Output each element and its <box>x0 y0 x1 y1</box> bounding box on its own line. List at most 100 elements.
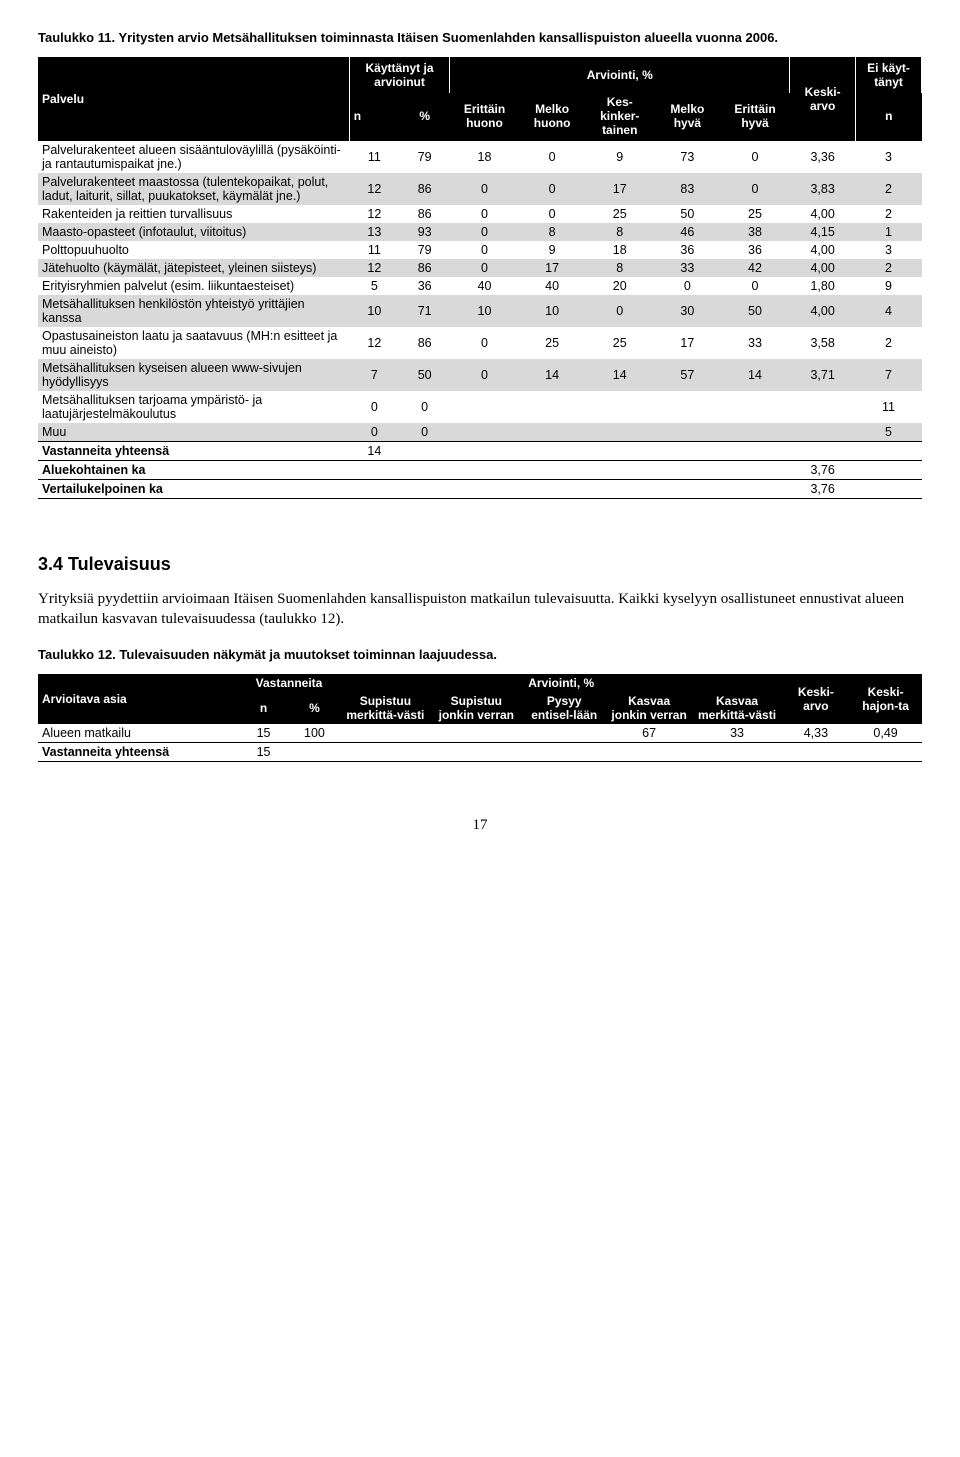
summary-cell <box>849 743 922 762</box>
cell: 0 <box>450 223 519 241</box>
cell: 8 <box>519 223 585 241</box>
summary-cell <box>349 479 399 498</box>
cell: 12 <box>349 259 399 277</box>
th-n2: n <box>856 93 922 141</box>
table-row: Metsähallituksen henkilöstön yhteistyö y… <box>38 295 922 327</box>
cell: 40 <box>450 277 519 295</box>
summary-cell <box>654 479 720 498</box>
summary-cell: 14 <box>349 441 399 460</box>
cell: 0 <box>450 241 519 259</box>
th2-asia: Arvioitava asia <box>38 674 238 724</box>
row-label: Metsähallituksen kyseisen alueen www-siv… <box>38 359 349 391</box>
cell <box>585 423 654 442</box>
cell: 3,58 <box>790 327 856 359</box>
cell <box>790 391 856 423</box>
cell: 0 <box>450 259 519 277</box>
cell: 0 <box>519 205 585 223</box>
cell: 2 <box>856 327 922 359</box>
summary-cell <box>450 460 519 479</box>
cell: 36 <box>720 241 789 259</box>
cell: 1,80 <box>790 277 856 295</box>
cell: 0 <box>519 173 585 205</box>
th-eikayt: Ei käyt-tänyt <box>856 57 922 93</box>
cell: 33 <box>654 259 720 277</box>
th2-ka: Keski-arvo <box>783 674 850 724</box>
summary-row: Vastanneita yhteensä14 <box>38 441 922 460</box>
cell: 11 <box>349 241 399 259</box>
cell: 33 <box>720 327 789 359</box>
th-arviointi: Arviointi, % <box>450 57 790 93</box>
cell: 83 <box>654 173 720 205</box>
cell: 4,00 <box>790 295 856 327</box>
th2-c3: Pysyy entisel-lään <box>522 692 607 724</box>
cell <box>450 423 519 442</box>
cell: 11 <box>856 391 922 423</box>
table-row: Muu005 <box>38 423 922 442</box>
th-kk: Kes-kinker-tainen <box>585 93 654 141</box>
cell: 10 <box>519 295 585 327</box>
cell: 50 <box>654 205 720 223</box>
cell: 0 <box>349 391 399 423</box>
row-label: Palvelurakenteet maastossa (tulentekopai… <box>38 173 349 205</box>
th-n: n <box>349 93 399 141</box>
cell <box>720 423 789 442</box>
cell: 42 <box>720 259 789 277</box>
cell: 38 <box>720 223 789 241</box>
summary-cell <box>289 743 340 762</box>
cell: 8 <box>585 259 654 277</box>
cell: 14 <box>519 359 585 391</box>
summary-cell <box>585 479 654 498</box>
cell: 0 <box>400 423 450 442</box>
summary-cell <box>450 441 519 460</box>
row-label: Metsähallituksen tarjoama ympäristö- ja … <box>38 391 349 423</box>
summary-cell <box>585 460 654 479</box>
cell: 12 <box>349 205 399 223</box>
cell: 10 <box>450 295 519 327</box>
cell: 17 <box>585 173 654 205</box>
summary-row: Aluekohtainen ka3,76 <box>38 460 922 479</box>
cell: 0 <box>450 327 519 359</box>
summary-cell <box>431 743 522 762</box>
cell: 15 <box>238 724 289 743</box>
table2: Arvioitava asia Vastanneita Arviointi, %… <box>38 674 922 762</box>
cell: 86 <box>400 259 450 277</box>
table-row: Maasto-opasteet (infotaulut, viitoitus)1… <box>38 223 922 241</box>
cell: 8 <box>585 223 654 241</box>
cell: 10 <box>349 295 399 327</box>
cell: 67 <box>607 724 692 743</box>
th2-c4: Kasvaa jonkin verran <box>607 692 692 724</box>
table1-title: Taulukko 11. Yritysten arvio Metsähallit… <box>38 30 922 47</box>
summary-cell <box>856 479 922 498</box>
summary-cell <box>519 479 585 498</box>
cell: 73 <box>654 141 720 173</box>
row-label: Muu <box>38 423 349 442</box>
summary-cell <box>585 441 654 460</box>
cell: 2 <box>856 259 922 277</box>
row-label: Palvelurakenteet alueen sisääntuloväylil… <box>38 141 349 173</box>
cell: 79 <box>400 241 450 259</box>
cell: 0 <box>720 141 789 173</box>
cell: 4,00 <box>790 241 856 259</box>
summary-label: Vastanneita yhteensä <box>38 441 349 460</box>
cell: 33 <box>692 724 783 743</box>
cell: 17 <box>654 327 720 359</box>
summary-label: Vastanneita yhteensä <box>38 743 238 762</box>
cell: 5 <box>349 277 399 295</box>
th2-c2: Supistuu jonkin verran <box>431 692 522 724</box>
summary-cell <box>519 441 585 460</box>
cell: 50 <box>400 359 450 391</box>
cell: 0 <box>400 391 450 423</box>
cell: 1 <box>856 223 922 241</box>
summary-cell <box>654 460 720 479</box>
row-label: Opastusaineiston laatu ja saatavuus (MH:… <box>38 327 349 359</box>
section-heading: 3.4 Tulevaisuus <box>38 554 922 575</box>
cell: 18 <box>585 241 654 259</box>
th-kayttanyt: Käyttänyt ja arvioinut <box>349 57 450 93</box>
cell: 4,15 <box>790 223 856 241</box>
table-row: Erityisryhmien palvelut (esim. liikuntae… <box>38 277 922 295</box>
row-label: Metsähallituksen henkilöstön yhteistyö y… <box>38 295 349 327</box>
table-row: Opastusaineiston laatu ja saatavuus (MH:… <box>38 327 922 359</box>
cell: 36 <box>654 241 720 259</box>
th-keskiarvo: Keski-arvo <box>790 57 856 141</box>
cell: 30 <box>654 295 720 327</box>
